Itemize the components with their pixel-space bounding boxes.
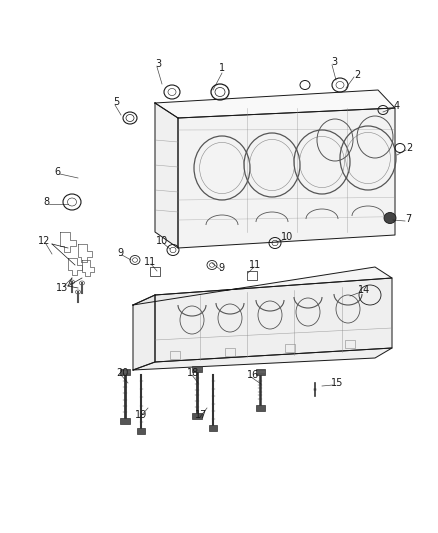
Bar — [137, 428, 145, 434]
Text: 15: 15 — [331, 378, 343, 388]
Text: 17: 17 — [195, 410, 207, 420]
Bar — [255, 405, 265, 411]
Polygon shape — [133, 348, 392, 370]
Bar — [150, 267, 160, 276]
Bar — [225, 348, 235, 356]
Bar — [192, 413, 202, 419]
Bar — [209, 425, 217, 431]
Text: 6: 6 — [54, 167, 60, 177]
Text: 3: 3 — [155, 59, 161, 69]
Text: 8: 8 — [43, 197, 49, 207]
Text: 12: 12 — [38, 236, 50, 246]
Text: 5: 5 — [113, 97, 119, 107]
Text: 19: 19 — [135, 410, 147, 420]
Text: 16: 16 — [247, 370, 259, 380]
Polygon shape — [133, 295, 155, 370]
Text: 10: 10 — [156, 236, 168, 246]
Polygon shape — [155, 103, 178, 248]
Text: 18: 18 — [187, 368, 199, 378]
Bar — [170, 351, 180, 359]
Bar — [192, 366, 202, 372]
Text: 11: 11 — [249, 260, 261, 270]
Bar — [247, 271, 257, 280]
Polygon shape — [178, 108, 395, 248]
Text: 2: 2 — [406, 143, 412, 153]
Text: 13: 13 — [56, 283, 68, 293]
Text: 14: 14 — [358, 285, 370, 295]
Ellipse shape — [384, 213, 396, 223]
Bar — [285, 344, 295, 352]
Text: 20: 20 — [116, 368, 128, 378]
Text: 11: 11 — [144, 257, 156, 267]
Bar — [345, 340, 355, 348]
Text: 7: 7 — [405, 214, 411, 224]
Text: 3: 3 — [331, 57, 337, 67]
Text: 4: 4 — [394, 101, 400, 111]
Polygon shape — [155, 278, 392, 362]
Text: 10: 10 — [281, 232, 293, 242]
Text: 1: 1 — [219, 63, 225, 73]
Bar — [120, 418, 130, 424]
Bar — [255, 369, 265, 375]
Polygon shape — [133, 267, 392, 305]
Text: 9: 9 — [218, 263, 224, 273]
Polygon shape — [155, 90, 395, 118]
Bar — [120, 369, 130, 375]
Text: 9: 9 — [117, 248, 123, 258]
Text: 2: 2 — [354, 70, 360, 80]
